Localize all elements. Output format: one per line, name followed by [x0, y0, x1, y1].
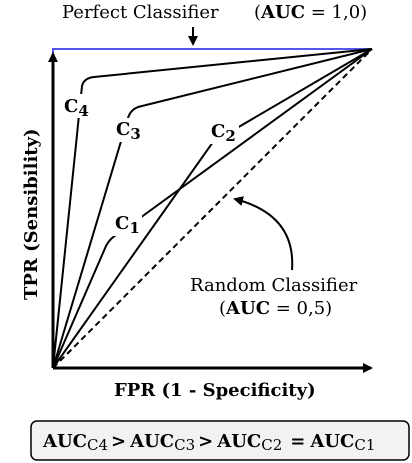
random-arrow	[233, 196, 294, 271]
curve-label-c1: C1	[115, 213, 140, 237]
c4-label-bg	[62, 94, 92, 118]
random-auc-label: (AUC = 0,5)	[219, 298, 332, 319]
curve-c3	[52, 48, 373, 369]
curve-c4	[52, 48, 373, 369]
curve-label-c4: C4	[64, 96, 89, 120]
perfect-classifier-label: Perfect Classifier	[62, 2, 219, 23]
random-classifier-label: Random Classifier	[190, 275, 358, 296]
curve-label-c2: C2	[211, 121, 236, 145]
y-axis-label: TPR (Sensibility)	[21, 128, 42, 300]
curve-label-c3: C3	[116, 119, 141, 143]
c3-label-bg	[114, 118, 144, 142]
formula-text: AUCC4 > AUCC3 > AUCC2 = AUCC1	[42, 431, 375, 454]
c1-label-bg	[112, 212, 142, 236]
formula-box	[30, 420, 410, 461]
x-axis-label: FPR (1 - Specificity)	[114, 380, 316, 401]
random-classifier-line	[52, 48, 373, 369]
c2-label-bg	[209, 120, 239, 144]
perfect-auc-label: (AUC = 1,0)	[254, 2, 367, 23]
